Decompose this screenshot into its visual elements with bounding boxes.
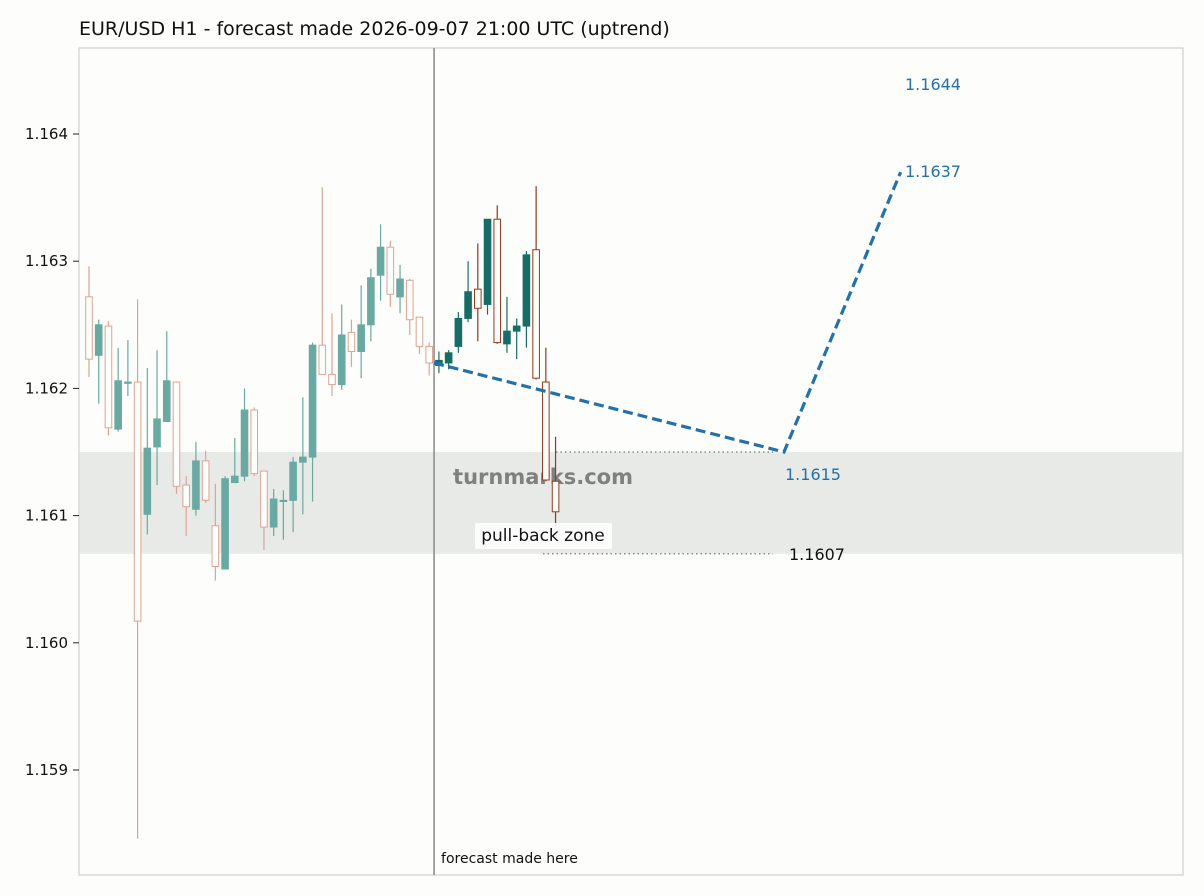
y-tick-label: 1.161 (25, 507, 68, 525)
live-candle-body (493, 218, 502, 344)
history-candle-body (114, 380, 122, 430)
live-candle-body (464, 291, 472, 319)
history-candle-body (133, 381, 142, 622)
level-label: 1.1607 (789, 545, 845, 564)
live-candle-body (454, 317, 463, 347)
live-candle-body (483, 218, 492, 305)
history-candle-body (182, 484, 190, 508)
y-tick-label: 1.159 (25, 761, 68, 779)
history-candle-body (396, 278, 404, 298)
history-candle-body (357, 324, 365, 353)
history-candle-body (162, 380, 171, 422)
history-candle-body (240, 409, 249, 477)
history-candle-body (211, 525, 220, 567)
history-candle-body (124, 381, 132, 384)
level-label: 1.1615 (785, 465, 841, 484)
live-candle-body (503, 330, 511, 345)
forecast-made-here-label: forecast made here (441, 851, 578, 867)
history-candle-body (153, 418, 161, 448)
level-label: 1.1644 (905, 75, 961, 94)
pullback-zone-label: pull-back zone (481, 526, 605, 546)
zone-label-box (475, 523, 612, 549)
history-candle-body (347, 331, 356, 353)
history-candle-body (221, 478, 229, 570)
live-candle-body (542, 381, 550, 481)
y-tick-label: 1.163 (25, 252, 68, 270)
live-candle-body (532, 249, 540, 379)
history-candle-body (289, 461, 297, 501)
history-candle-body (104, 325, 113, 429)
history-candle-body (143, 447, 152, 515)
history-candle-body (318, 344, 327, 375)
history-candle-body (201, 460, 210, 501)
level-label: 1.1637 (905, 162, 961, 181)
y-tick-label: 1.160 (25, 634, 68, 652)
live-candle-body (512, 325, 521, 332)
history-candle-body (279, 499, 288, 503)
forecast-path (433, 171, 903, 454)
history-candle-body (299, 456, 307, 463)
history-candle-body (231, 475, 239, 484)
history-candle-body (192, 460, 200, 510)
live-candle-body (551, 480, 560, 513)
history-candle-body (328, 373, 336, 386)
history-candle-body (415, 316, 424, 347)
history-candle-body (308, 344, 317, 458)
live-candle-body (522, 254, 531, 327)
chart-title: EUR/USD H1 - forecast made 2026-09-07 21… (79, 18, 670, 40)
history-candle-body (85, 296, 93, 360)
y-tick-label: 1.162 (25, 379, 68, 397)
history-candle-body (250, 409, 259, 475)
history-candle-body (260, 470, 268, 528)
history-candle-body (367, 277, 375, 326)
history-candle-body (94, 324, 103, 356)
history-candle-body (269, 498, 278, 528)
history-candle-body (405, 279, 414, 321)
live-candle-body (444, 352, 453, 364)
history-candle-body (376, 246, 385, 276)
y-tick-label: 1.164 (25, 125, 68, 143)
history-candle-body (172, 381, 181, 487)
live-candle-body (474, 288, 482, 309)
history-candle-body (386, 246, 395, 295)
history-candle-body (337, 334, 346, 386)
history-candle-body (425, 345, 433, 364)
